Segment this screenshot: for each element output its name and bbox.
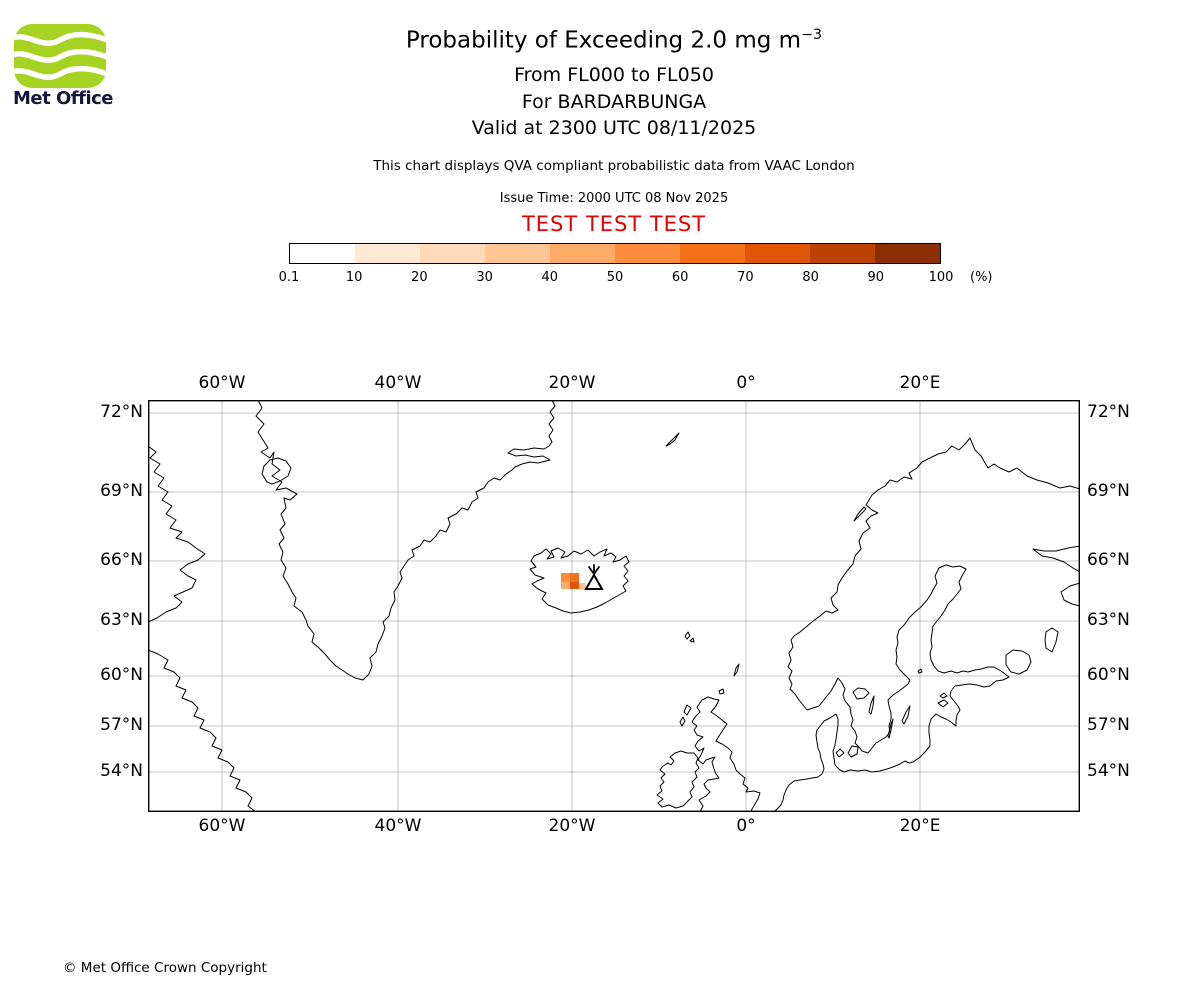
colorbar-segment <box>875 244 940 263</box>
colorbar-segment <box>290 244 355 263</box>
colorbar-tick-label: 70 <box>737 270 754 285</box>
lat-tick-right: 54°N <box>1087 761 1130 781</box>
colorbar-tick-label: 60 <box>671 270 689 285</box>
lat-tick-right: 66°N <box>1087 550 1130 570</box>
test-banner: TEST TEST TEST <box>521 212 707 236</box>
colorbar <box>289 243 941 264</box>
probability-cell <box>579 583 586 590</box>
lake-onega <box>1045 628 1058 652</box>
coastline-estonian-islands <box>938 693 948 707</box>
page-title: Probability of Exceeding 2.0 mg m−3 <box>148 27 1080 54</box>
coastline-orkney-shetland <box>719 664 739 694</box>
colorbar-segment <box>810 244 875 263</box>
probability-cells <box>561 573 586 590</box>
lake-vanern-vattern <box>853 688 874 714</box>
coastline-baffin <box>148 446 205 622</box>
lon-tick-top: 40°W <box>374 373 422 393</box>
met-office-logo <box>14 24 106 88</box>
lat-tick-left: 54°N <box>100 761 143 781</box>
copyright: © Met Office Crown Copyright <box>63 960 267 976</box>
coastline-scandinavia-mainland <box>774 438 1080 812</box>
colorbar-segment <box>420 244 485 263</box>
probability-cell <box>570 573 579 582</box>
probability-cell <box>561 573 570 582</box>
colorbar-tick-label: 50 <box>606 270 624 285</box>
coastline-disko-island <box>262 458 291 484</box>
lat-tick-left: 63°N <box>100 610 143 630</box>
volcano-icon <box>586 565 602 589</box>
coastline-great-britain <box>692 697 760 812</box>
colorbar-segment <box>355 244 420 263</box>
lon-tick-bottom: 60°W <box>198 816 246 836</box>
graticule-grid <box>148 400 1080 812</box>
coastline-hebrides <box>680 705 691 726</box>
colorbar-tick-label: 80 <box>802 270 819 285</box>
colorbar-unit-label: (%) <box>970 270 993 285</box>
lat-tick-right: 72°N <box>1087 402 1130 422</box>
title-exponent: −3 <box>801 27 823 43</box>
colorbar-segment <box>550 244 615 263</box>
coastline-gotland-oland <box>888 706 910 738</box>
colorbar-segment <box>615 244 680 263</box>
title-text: Probability of Exceeding 2.0 mg m <box>405 27 802 54</box>
coastline-white-sea <box>1033 546 1080 606</box>
lake-ladoga <box>1006 650 1031 674</box>
lat-tick-left: 72°N <box>100 402 143 422</box>
coastline-iceland <box>530 548 629 613</box>
logo-wordmark: Met Office <box>13 88 114 109</box>
lat-tick-left: 66°N <box>100 550 143 570</box>
map-background <box>148 400 1080 812</box>
colorbar-tick-label: 30 <box>476 270 493 285</box>
lon-tick-top: 20°E <box>899 373 941 393</box>
lat-tick-right: 69°N <box>1087 481 1130 501</box>
lon-tick-bottom: 40°W <box>374 816 422 836</box>
logo-waves <box>14 31 106 80</box>
coastline-aland <box>918 669 922 673</box>
lon-tick-bottom: 20°E <box>899 816 941 836</box>
coastline-denmark-islands <box>836 746 858 757</box>
colorbar-tick-label: 40 <box>541 270 559 285</box>
lon-tick-top: 60°W <box>198 373 246 393</box>
coastline-greenland <box>256 400 555 680</box>
probability-cell <box>570 582 579 589</box>
colorbar-segment <box>680 244 745 263</box>
colorbar-segment <box>745 244 810 263</box>
map-svg <box>148 400 1080 812</box>
valid-time-line: Valid at 2300 UTC 08/11/2025 <box>471 117 757 139</box>
lat-tick-right: 57°N <box>1087 715 1130 735</box>
colorbar-tick-label: 20 <box>411 270 428 285</box>
lat-tick-left: 60°N <box>100 665 143 685</box>
colorbar-tick-label: 0.1 <box>278 270 300 285</box>
probability-cell <box>561 582 570 589</box>
coastlines <box>148 400 1080 812</box>
lat-tick-right: 60°N <box>1087 665 1130 685</box>
lon-tick-bottom: 20°W <box>548 816 596 836</box>
lat-tick-left: 57°N <box>100 715 143 735</box>
coastline-jan-mayen <box>666 433 679 446</box>
coastline-ireland <box>657 751 699 808</box>
lat-tick-left: 69°N <box>100 481 143 501</box>
colorbar-segment <box>485 244 550 263</box>
lon-tick-bottom: 0° <box>736 816 756 836</box>
coastline-labrador <box>148 650 256 812</box>
coastline-faroes <box>685 632 694 642</box>
map-frame <box>148 400 1080 812</box>
coastline-lofoten <box>854 507 866 521</box>
colorbar-tick-label: 100 <box>928 270 954 285</box>
lon-tick-top: 20°W <box>548 373 596 393</box>
volcano-line: For BARDARBUNGA <box>521 91 707 113</box>
lon-tick-top: 0° <box>736 373 756 393</box>
qva-note: This chart displays QVA compliant probab… <box>373 158 855 174</box>
lat-tick-right: 63°N <box>1087 610 1130 630</box>
flight-level-line: From FL000 to FL050 <box>514 64 714 86</box>
issue-time: Issue Time: 2000 UTC 08 Nov 2025 <box>499 191 729 206</box>
colorbar-tick-label: 90 <box>867 270 885 285</box>
colorbar-tick-label: 10 <box>345 270 363 285</box>
